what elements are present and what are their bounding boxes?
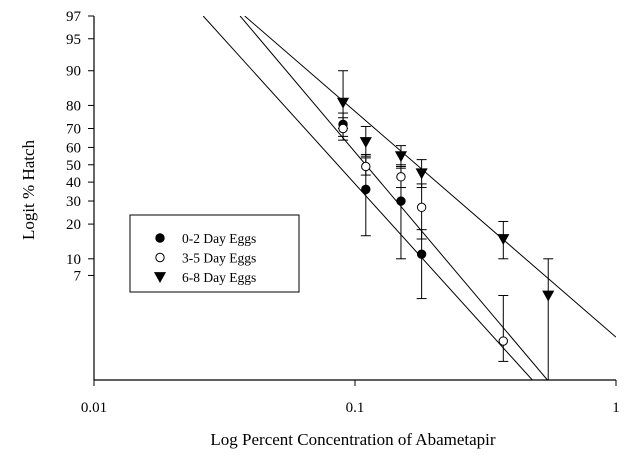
error-bars <box>338 70 554 380</box>
legend-marker <box>155 252 165 263</box>
y-tick-label: 95 <box>66 32 81 48</box>
data-point <box>338 123 348 134</box>
data-point <box>416 249 427 259</box>
y-tick-label: 40 <box>66 175 81 191</box>
y-tick-label: 20 <box>66 217 81 233</box>
data-markers <box>337 97 555 346</box>
x-tick-label: 1 <box>612 400 620 416</box>
fit-line <box>239 16 548 380</box>
data-point <box>416 202 427 213</box>
legend-label: 6-8 Day Eggs <box>182 270 256 285</box>
y-tick-label: 50 <box>66 158 81 174</box>
legend-marker <box>153 272 167 283</box>
fit-line <box>244 16 616 338</box>
legend-marker <box>155 233 165 243</box>
y-tick-label: 80 <box>66 98 81 114</box>
y-tick-label: 30 <box>66 194 81 210</box>
data-point <box>498 336 509 346</box>
x-tick-label: 0.01 <box>81 400 107 416</box>
y-tick-label: 10 <box>66 252 81 268</box>
legend-label: 3-5 Day Eggs <box>182 251 256 266</box>
y-tick-label: 60 <box>66 140 81 156</box>
data-point <box>542 290 555 302</box>
legend: 0-2 Day Eggs 3-5 Day Eggs 6-8 Day Eggs <box>129 214 300 293</box>
data-point <box>361 161 371 172</box>
x-tick-label: 0.1 <box>346 400 365 416</box>
legend-label: 0-2 Day Eggs <box>182 231 256 246</box>
y-tick-label: 97 <box>66 9 82 25</box>
y-tick-label: 70 <box>66 122 81 138</box>
y-tick-label: 90 <box>66 64 81 80</box>
x-axis-title: Log Percent Concentration of Abametapir <box>210 430 495 449</box>
data-point <box>497 234 510 245</box>
data-point <box>361 184 371 195</box>
data-point <box>337 97 350 109</box>
fit-line <box>202 16 533 380</box>
data-point <box>396 196 406 206</box>
data-point <box>394 151 408 163</box>
y-axis-title: Logit % Hatch <box>19 139 38 240</box>
data-point <box>396 172 406 182</box>
data-point <box>415 168 428 180</box>
y-tick-label: 7 <box>74 268 82 284</box>
axes <box>88 15 617 386</box>
data-point <box>359 137 372 148</box>
fit-lines <box>202 16 616 380</box>
